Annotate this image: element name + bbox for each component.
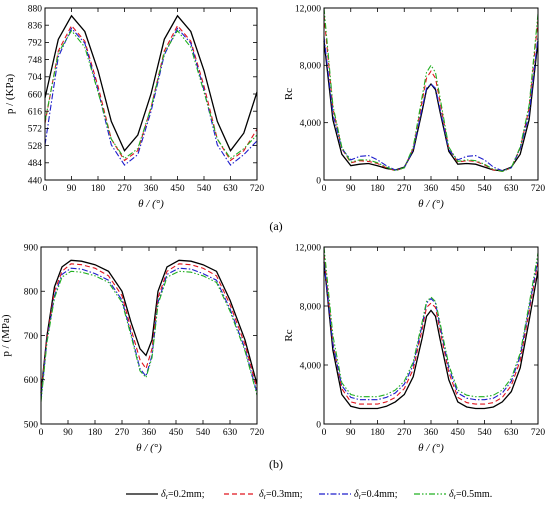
series-line-a-right-s3 (323, 36, 539, 172)
plot-frame (323, 7, 539, 181)
y-tick-label: 704 (28, 73, 43, 83)
y-tick-label: 8,000 (300, 302, 322, 312)
x-tick-label: 630 (504, 184, 519, 194)
y-tick-label: 792 (28, 39, 43, 49)
x-tick-label: 180 (91, 184, 106, 194)
x-tick-label: 90 (63, 428, 73, 438)
series-line-a-left-s3 (44, 27, 258, 166)
chart-b-rc: 0 90 180 270 360 450 540 630 720 0 4,000 8,000 12,00… (283, 243, 545, 454)
caption-b: (b) (269, 457, 283, 471)
y-tick-label: 836 (28, 22, 43, 32)
series-line-b-right-s2 (323, 254, 539, 405)
x-tick-label: 90 (346, 428, 356, 438)
y-tick-label: 528 (28, 142, 43, 152)
series-line-b-right-s1 (323, 261, 539, 410)
legend: δr=0.2mm; δr=0.3mm; δr=0.4mm; δr=0.5mm. (126, 489, 492, 501)
x-tick-label: 90 (67, 184, 77, 194)
x-tick-label: 630 (223, 428, 238, 438)
legend-entry-s2: δr=0.3mm; (259, 489, 303, 501)
y-tick-label: 800 (24, 288, 39, 298)
y-tick-label: 4,000 (300, 361, 322, 371)
y-axis-label: Rc (283, 329, 295, 341)
x-tick-label: 720 (250, 184, 265, 194)
series-line-a-left-s1 (44, 14, 258, 152)
x-tick-label: 180 (88, 428, 103, 438)
chart-a-pressure: 0 90 180 270 360 450 540 630 720 440 484 528 572 616 6… (4, 4, 264, 210)
x-tick-label: 270 (115, 428, 130, 438)
x-tick-label: 0 (322, 184, 327, 194)
series-line-a-right-s1 (323, 40, 539, 172)
x-tick-label: 360 (142, 428, 157, 438)
x-tick-label: 630 (223, 184, 238, 194)
y-tick-label: 880 (28, 4, 43, 14)
x-tick-label: 450 (451, 428, 466, 438)
legend-entry-s1: δr=0.2mm; (161, 489, 205, 501)
y-tick-label: 12,000 (295, 243, 321, 253)
series-line-b-left-s1 (40, 259, 258, 394)
x-tick-label: 720 (531, 428, 546, 438)
x-tick-label: 90 (346, 184, 356, 194)
x-tick-label: 270 (397, 184, 412, 194)
x-tick-label: 450 (451, 184, 466, 194)
x-tick-label: 720 (250, 428, 265, 438)
y-tick-label: 0 (316, 420, 321, 430)
y-tick-label: 4,000 (300, 119, 322, 129)
x-tick-label: 450 (169, 428, 184, 438)
series-line-b-left-s2 (40, 263, 258, 396)
series-line-a-left-s4 (44, 29, 258, 160)
y-axis-label: Rc (283, 88, 295, 100)
y-tick-label: 900 (24, 243, 39, 253)
series-line-b-right-s3 (323, 258, 539, 401)
y-tick-label: 500 (24, 420, 39, 430)
x-tick-label: 180 (370, 184, 385, 194)
legend-entry-s3: δr=0.4mm; (354, 489, 398, 501)
plot-frame (40, 246, 258, 425)
x-axis-label: θ / (°) (418, 198, 444, 210)
x-tick-label: 0 (322, 428, 327, 438)
x-tick-label: 720 (531, 184, 546, 194)
x-axis-label: θ / (°) (418, 442, 444, 454)
series-line-b-left-s4 (40, 270, 258, 402)
y-tick-label: 12,000 (295, 4, 321, 14)
chart-b-pressure: 0 90 180 270 360 450 540 630 720 500 600 700 800 900 θ… (0, 243, 264, 454)
x-tick-label: 540 (477, 184, 492, 194)
x-tick-label: 360 (144, 184, 159, 194)
series-line-b-right-s4 (323, 246, 539, 398)
y-axis-label: p / (KPa) (4, 74, 16, 115)
x-tick-label: 180 (370, 428, 385, 438)
x-tick-label: 270 (117, 184, 132, 194)
caption-a: (a) (269, 219, 282, 233)
x-tick-label: 0 (39, 428, 44, 438)
x-tick-label: 540 (197, 184, 212, 194)
x-tick-label: 540 (477, 428, 492, 438)
y-tick-label: 572 (28, 125, 43, 135)
x-tick-label: 0 (43, 184, 48, 194)
y-axis-label: p / (MPa) (0, 314, 12, 357)
y-tick-label: 440 (28, 176, 43, 186)
y-tick-label: 8,000 (300, 62, 322, 72)
series-line-b-left-s3 (40, 267, 258, 400)
x-tick-label: 270 (397, 428, 412, 438)
x-tick-label: 540 (196, 428, 211, 438)
x-tick-label: 630 (504, 428, 519, 438)
series-line-a-right-s2 (323, 15, 539, 172)
y-tick-label: 600 (24, 376, 39, 386)
y-tick-label: 616 (28, 108, 43, 118)
x-tick-label: 360 (424, 428, 439, 438)
y-tick-label: 0 (316, 176, 321, 186)
series-line-a-right-s4 (323, 7, 539, 172)
x-tick-label: 450 (170, 184, 185, 194)
series-line-a-left-s2 (44, 24, 258, 162)
y-tick-label: 660 (28, 90, 43, 100)
legend-entry-s4: δr=0.5mm. (449, 489, 492, 501)
chart-a-rc: 0 90 180 270 360 450 540 630 720 0 4,000 8,000 12,00… (283, 4, 545, 210)
x-axis-label: θ / (°) (138, 198, 164, 210)
y-tick-label: 748 (28, 56, 43, 66)
y-tick-label: 700 (24, 332, 39, 342)
y-tick-label: 484 (28, 159, 43, 169)
x-axis-label: θ / (°) (136, 442, 162, 454)
x-tick-label: 360 (424, 184, 439, 194)
